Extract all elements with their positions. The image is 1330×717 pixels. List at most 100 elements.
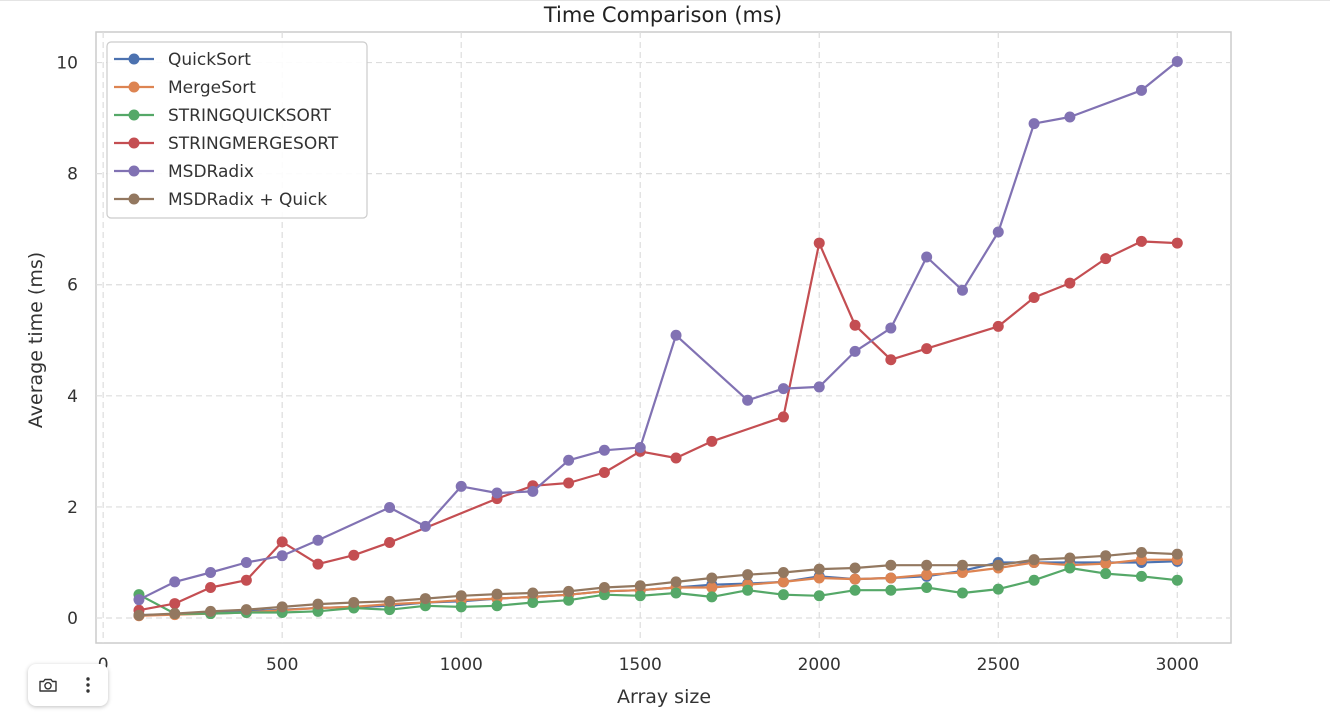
camera-icon[interactable] <box>32 669 64 701</box>
data-point <box>1028 554 1040 566</box>
data-point <box>384 536 396 548</box>
data-point <box>885 322 897 334</box>
data-point <box>777 566 789 578</box>
data-point <box>312 598 324 610</box>
data-point <box>742 584 754 596</box>
legend-swatch-marker <box>128 53 140 65</box>
data-point <box>706 581 718 593</box>
data-point <box>921 569 933 581</box>
data-point <box>240 604 252 616</box>
data-point <box>885 572 897 584</box>
series-line <box>138 558 1178 617</box>
data-point <box>133 609 145 621</box>
data-point <box>992 320 1004 332</box>
data-point <box>276 536 288 548</box>
data-point <box>813 572 825 584</box>
data-point <box>992 583 1004 595</box>
data-point <box>419 520 431 532</box>
x-tick-label: 1000 <box>440 655 483 675</box>
legend-label: MergeSort <box>168 78 256 98</box>
y-tick-label: 2 <box>67 498 78 518</box>
data-point <box>348 549 360 561</box>
series-line <box>138 566 1178 615</box>
data-point <box>1100 558 1112 570</box>
data-point <box>527 596 539 608</box>
data-point <box>1171 548 1183 560</box>
y-tick-label: 8 <box>67 165 78 185</box>
data-point <box>348 596 360 608</box>
y-tick-label: 10 <box>56 54 78 74</box>
data-point <box>563 477 575 489</box>
data-point <box>491 487 503 499</box>
data-point <box>455 590 467 602</box>
data-point <box>956 559 968 571</box>
data-point <box>706 591 718 603</box>
data-point <box>777 576 789 588</box>
x-tick-label: 2000 <box>798 655 841 675</box>
legend-label: STRINGMERGESORT <box>168 134 339 154</box>
legend: QuickSort MergeSort STRINGQUICKSORT STRINGM… <box>106 41 368 219</box>
data-point <box>742 394 754 406</box>
data-point <box>169 608 181 620</box>
data-point <box>921 343 933 355</box>
data-point <box>992 226 1004 238</box>
chart-title: Time Comparison (ms) <box>543 3 782 27</box>
more-vertical-icon[interactable] <box>72 669 104 701</box>
data-point <box>276 550 288 562</box>
data-point <box>670 452 682 464</box>
series-stringmergesort <box>133 235 1183 616</box>
data-point <box>1171 237 1183 249</box>
data-point <box>921 251 933 263</box>
x-tick-label: 1500 <box>619 655 662 675</box>
axis-ticks: 0500100015002000250030000246810 <box>56 54 1199 675</box>
data-point <box>777 589 789 601</box>
data-point <box>1135 546 1147 558</box>
data-point <box>706 572 718 584</box>
data-point <box>276 601 288 613</box>
legend-label: MSDRadix <box>168 162 254 182</box>
data-point <box>240 574 252 586</box>
data-point <box>527 485 539 497</box>
data-point <box>1100 253 1112 265</box>
data-point <box>598 444 610 456</box>
y-tick-label: 0 <box>67 609 78 629</box>
data-point <box>384 595 396 607</box>
legend-label: STRINGQUICKSORT <box>168 106 331 126</box>
data-point <box>1135 235 1147 247</box>
data-point <box>563 454 575 466</box>
data-point <box>777 383 789 395</box>
x-tick-label: 3000 <box>1156 655 1199 675</box>
legend-label: MSDRadix + Quick <box>168 190 327 210</box>
data-point <box>1064 562 1076 574</box>
series-line <box>138 551 1178 617</box>
data-point <box>384 604 396 616</box>
data-point <box>992 559 1004 571</box>
data-point <box>813 381 825 393</box>
data-point <box>1171 55 1183 67</box>
data-point <box>634 580 646 592</box>
series-group <box>133 55 1183 622</box>
data-point <box>777 411 789 423</box>
data-point <box>956 587 968 599</box>
y-tick-label: 6 <box>67 276 78 296</box>
data-point <box>885 354 897 366</box>
data-point <box>419 593 431 605</box>
data-point <box>312 558 324 570</box>
data-point <box>455 601 467 613</box>
data-point <box>849 319 861 331</box>
legend-swatch-marker <box>128 137 140 149</box>
data-point <box>205 605 217 617</box>
data-point <box>1135 570 1147 582</box>
x-tick-label: 2500 <box>977 655 1020 675</box>
y-tick-label: 4 <box>67 387 78 407</box>
data-point <box>1100 550 1112 562</box>
data-point <box>849 584 861 596</box>
data-point <box>849 345 861 357</box>
cell-toolbar <box>28 664 108 706</box>
data-point <box>169 598 181 610</box>
data-point <box>205 566 217 578</box>
data-point <box>133 594 145 606</box>
data-point <box>956 284 968 296</box>
data-point <box>598 466 610 478</box>
data-point <box>921 559 933 571</box>
